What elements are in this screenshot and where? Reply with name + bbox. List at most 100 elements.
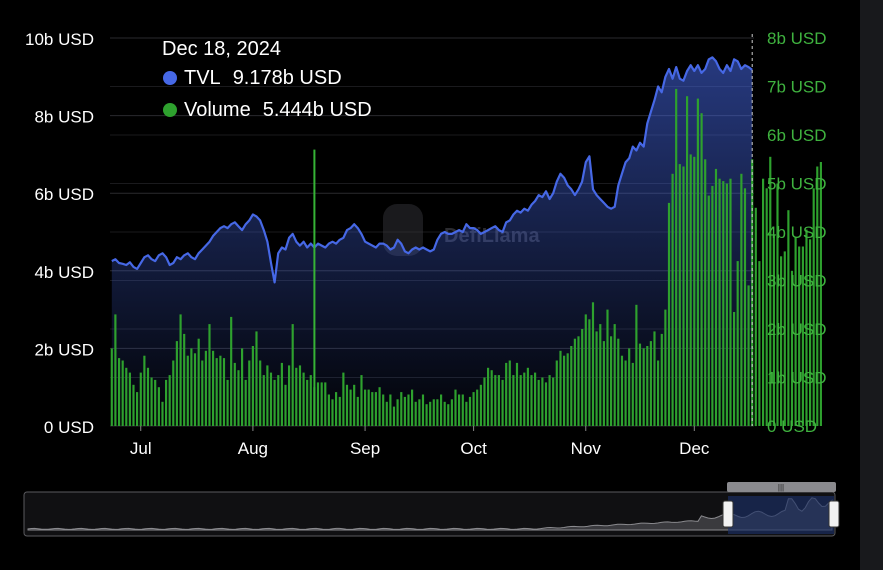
volume-bar — [454, 389, 457, 426]
volume-bar — [215, 358, 218, 426]
volume-bar — [718, 178, 721, 426]
volume-bar — [657, 360, 660, 426]
volume-bar — [747, 285, 750, 426]
volume-bar — [201, 360, 204, 426]
volume-bar — [277, 375, 280, 426]
volume-bar — [635, 304, 638, 427]
volume-bar — [248, 360, 251, 426]
volume-bar — [309, 375, 312, 426]
volume-bar — [208, 324, 211, 426]
right-axis-tick-label: 4b USD — [767, 223, 827, 242]
tooltip-row-volume: Volume 5.444b USD — [162, 94, 372, 126]
volume-bar — [483, 377, 486, 426]
volume-bar — [389, 394, 392, 426]
volume-bar — [570, 346, 573, 426]
x-axis-tick-label: Sep — [350, 439, 380, 458]
volume-bar — [671, 173, 674, 426]
volume-bar — [577, 336, 580, 426]
volume-bar — [143, 355, 146, 426]
volume-bar — [595, 331, 598, 426]
volume-bar — [237, 370, 240, 426]
volume-bar — [219, 355, 222, 426]
volume-bar — [392, 406, 396, 426]
right-axis-tick-label: 5b USD — [767, 175, 827, 194]
volume-bar — [512, 375, 515, 426]
volume-bar — [508, 360, 511, 426]
volume-bar — [440, 394, 443, 426]
volume-bar — [559, 350, 562, 426]
volume-bar — [714, 168, 718, 426]
volume-bar — [754, 207, 757, 427]
right-axis-tick-label: 7b USD — [767, 78, 827, 97]
tvl-line — [111, 56, 753, 284]
volume-bar — [790, 270, 794, 426]
volume-bar — [584, 314, 587, 426]
x-axis-tick-label: Aug — [238, 439, 268, 458]
volume-bar — [501, 379, 504, 426]
volume-bar — [450, 399, 453, 426]
volume-bar — [620, 355, 624, 426]
volume-bar — [327, 394, 330, 426]
volume-bar — [610, 336, 613, 426]
volume-bar — [114, 314, 117, 426]
volume-bar — [414, 401, 417, 427]
volume-bar — [649, 341, 652, 426]
volume-bar — [353, 384, 356, 426]
volume-bar — [157, 387, 160, 426]
volume-bar — [335, 392, 338, 426]
volume-bar — [494, 375, 497, 426]
volume-bar — [487, 367, 490, 426]
volume-bar — [740, 173, 743, 426]
volume-bar — [262, 375, 265, 426]
volume-bar — [172, 360, 175, 426]
volume-bar — [555, 360, 558, 426]
volume-bar — [204, 350, 207, 426]
volume-bar — [490, 370, 493, 426]
left-axis-tick-label: 2b USD — [34, 340, 94, 359]
tooltip-tvl-value: 9.178b USD — [232, 67, 342, 89]
volume-bar — [259, 360, 262, 426]
navigator-grip-icon: ||| — [778, 483, 784, 492]
volume-bar — [588, 319, 591, 426]
right-axis-tick-label: 8b USD — [767, 29, 827, 48]
volume-bar — [544, 382, 548, 426]
volume-bar — [364, 389, 367, 426]
volume-bar — [523, 372, 526, 426]
volume-bar — [403, 396, 406, 426]
volume-bar — [280, 362, 283, 426]
right-axis-tick-label: 6b USD — [767, 126, 827, 145]
volume-bar — [772, 234, 775, 426]
volume-bar — [212, 350, 215, 426]
volume-bar — [342, 372, 345, 426]
volume-bar — [288, 365, 291, 426]
volume-bar — [602, 341, 605, 426]
volume-bar — [566, 353, 569, 427]
volume-bar — [436, 399, 439, 426]
volume-bar — [396, 399, 399, 426]
volume-bar — [150, 377, 153, 426]
volume-bar — [356, 396, 359, 426]
volume-bar — [497, 375, 500, 426]
volume-bar — [291, 324, 294, 426]
volume-bar — [458, 394, 461, 426]
right-axis-tick-label: 3b USD — [767, 272, 827, 291]
volume-bar — [736, 261, 739, 426]
volume-bar — [429, 401, 432, 427]
volume-bar — [682, 166, 685, 426]
scrollbar-track[interactable] — [860, 0, 883, 570]
volume-bar — [418, 399, 421, 426]
volume-bar — [306, 379, 309, 426]
left-axis-tick-label: 0 USD — [44, 418, 94, 437]
watermark-logo — [383, 204, 423, 256]
volume-bar — [581, 329, 584, 426]
volume-bar — [617, 338, 620, 426]
volume-bar — [168, 375, 171, 426]
volume-bar — [642, 348, 645, 426]
volume-bar — [139, 372, 142, 426]
x-axis-tick-label: Jul — [130, 439, 152, 458]
volume-bar — [273, 379, 276, 426]
volume-bar — [345, 384, 349, 426]
volume-bar — [121, 360, 124, 426]
